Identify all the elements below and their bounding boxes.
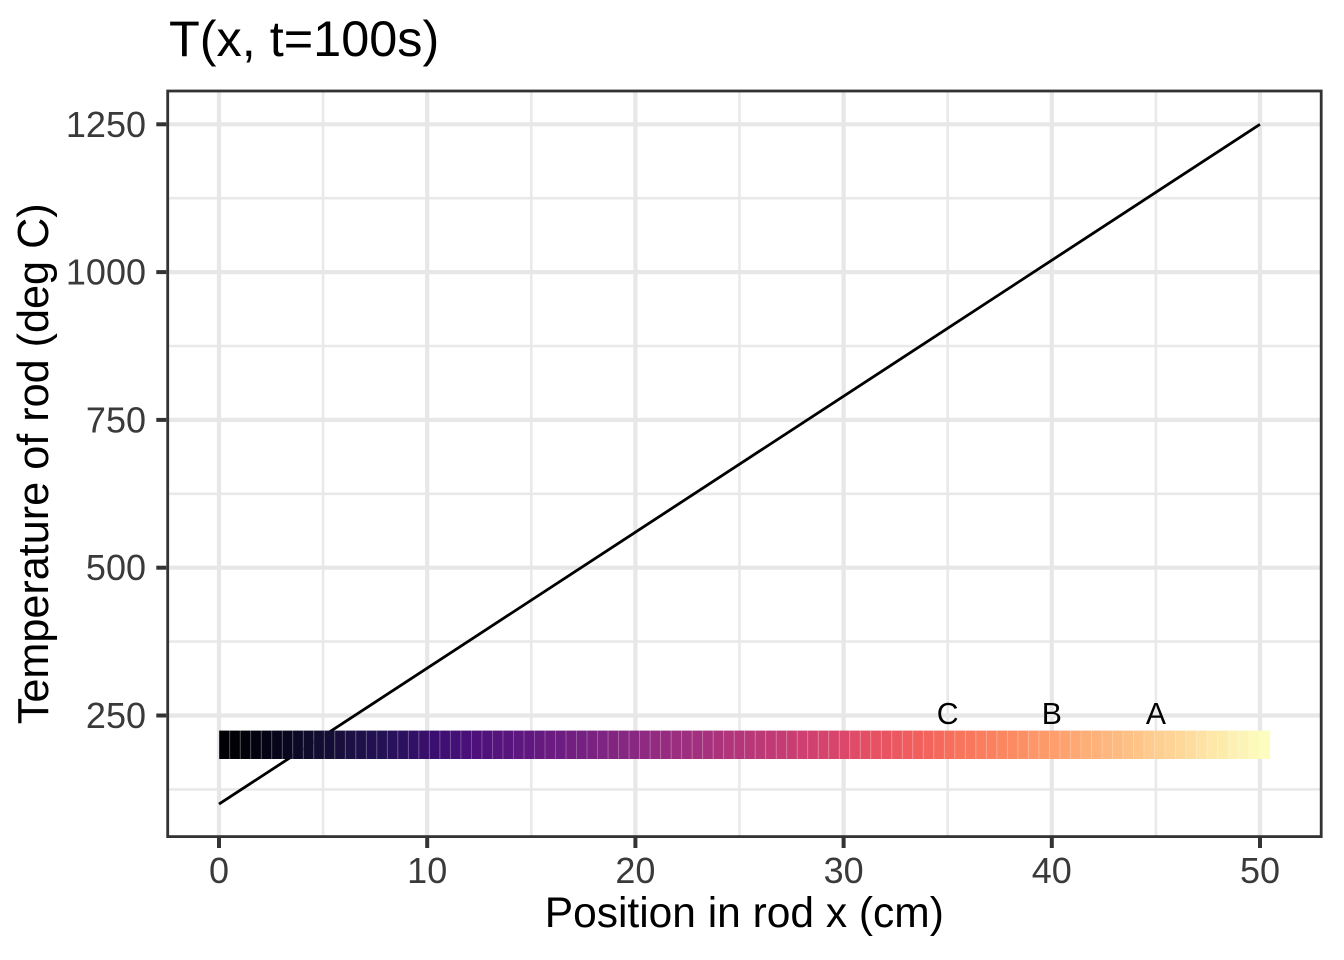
- svg-text:50: 50: [1240, 850, 1280, 891]
- svg-text:0: 0: [209, 850, 229, 891]
- svg-text:250: 250: [86, 695, 146, 736]
- svg-text:20: 20: [615, 850, 655, 891]
- svg-text:A: A: [1146, 698, 1167, 731]
- svg-text:T(x, t=100s): T(x, t=100s): [169, 10, 439, 67]
- svg-text:1000: 1000: [66, 252, 146, 293]
- svg-text:C: C: [937, 698, 959, 731]
- svg-text:10: 10: [407, 850, 447, 891]
- svg-text:30: 30: [824, 850, 864, 891]
- svg-text:40: 40: [1032, 850, 1072, 891]
- svg-text:Position in rod x (cm): Position in rod x (cm): [545, 890, 944, 937]
- svg-text:750: 750: [86, 399, 146, 440]
- svg-text:500: 500: [86, 547, 146, 588]
- svg-text:Temperature of rod (deg C): Temperature of rod (deg C): [10, 203, 58, 724]
- svg-text:1250: 1250: [66, 104, 146, 145]
- svg-text:B: B: [1042, 698, 1062, 731]
